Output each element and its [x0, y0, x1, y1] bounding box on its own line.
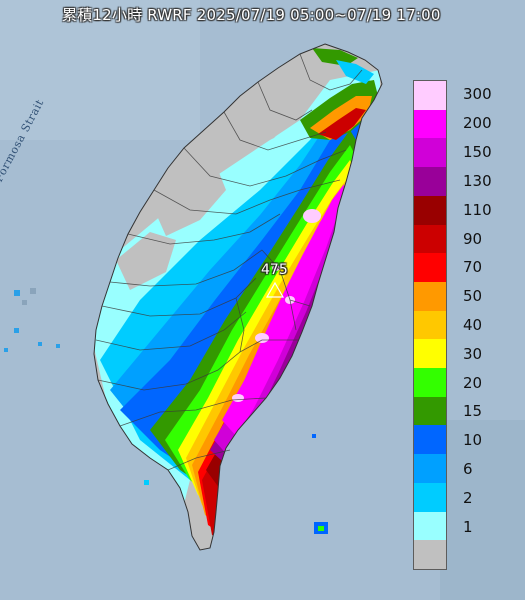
- legend-swatch: [414, 109, 446, 139]
- legend-swatch: [414, 540, 446, 569]
- legend-tick-label: 300: [463, 85, 492, 104]
- legend-tick-label: 200: [463, 114, 492, 133]
- legend-swatch: [414, 138, 446, 168]
- map-title: 累積12小時 RWRF 2025/07/19 05:00~07/19 17:00: [62, 6, 441, 24]
- legend-color-bar: [413, 80, 447, 570]
- legend-swatch: [414, 368, 446, 397]
- legend-swatch: [414, 396, 446, 426]
- legend-swatch: [414, 167, 446, 196]
- legend-tick-label: 50: [463, 287, 483, 306]
- legend-tick-label: 15: [463, 402, 483, 421]
- legend-tick-label: 30: [463, 344, 483, 363]
- legend-tick-label: 150: [463, 143, 492, 162]
- legend-tick-label: 6: [463, 460, 473, 479]
- legend-swatch: [414, 511, 446, 541]
- legend-tick-label: 10: [463, 431, 483, 450]
- legend-tick-label: 2: [463, 488, 473, 507]
- legend-swatch: [414, 81, 446, 110]
- max-marker-triangle: [265, 281, 285, 298]
- legend-swatch: [414, 281, 446, 311]
- legend-tick-label: 1: [463, 517, 473, 536]
- legend-tick-label: 90: [463, 229, 483, 248]
- legend-tick-label: 70: [463, 258, 483, 277]
- legend-swatch: [414, 310, 446, 340]
- legend-tick-label: 110: [463, 200, 492, 219]
- legend-tick-label: 130: [463, 171, 492, 190]
- outlying-islands: [4, 288, 328, 534]
- legend-tick-label: 40: [463, 316, 483, 334]
- legend-swatch: [414, 425, 446, 455]
- legend-tick-label: 20: [463, 373, 483, 392]
- legend-swatch: [414, 482, 446, 512]
- legend-swatch: [414, 224, 446, 254]
- legend-swatch: [414, 454, 446, 483]
- county-boundaries: [95, 53, 363, 471]
- legend-swatch: [414, 253, 446, 282]
- legend-swatch: [414, 195, 446, 225]
- legend-swatch: [414, 339, 446, 369]
- island-outline: [93, 43, 383, 551]
- max-value-label: 475: [261, 262, 288, 278]
- rainfall-legend: 300 200 150 130 110 90 70 50 40 30 20 15 10 6 2 1: [413, 80, 523, 570]
